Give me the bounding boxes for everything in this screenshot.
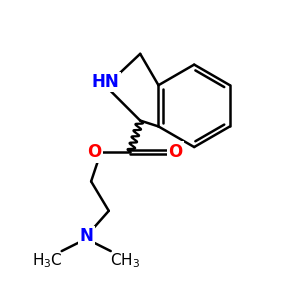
Text: O: O (168, 143, 183, 161)
Text: H$_3$C: H$_3$C (32, 252, 62, 270)
Text: N: N (79, 227, 93, 245)
Text: CH$_3$: CH$_3$ (110, 252, 140, 270)
Text: HN: HN (92, 73, 120, 91)
Text: O: O (87, 143, 101, 161)
